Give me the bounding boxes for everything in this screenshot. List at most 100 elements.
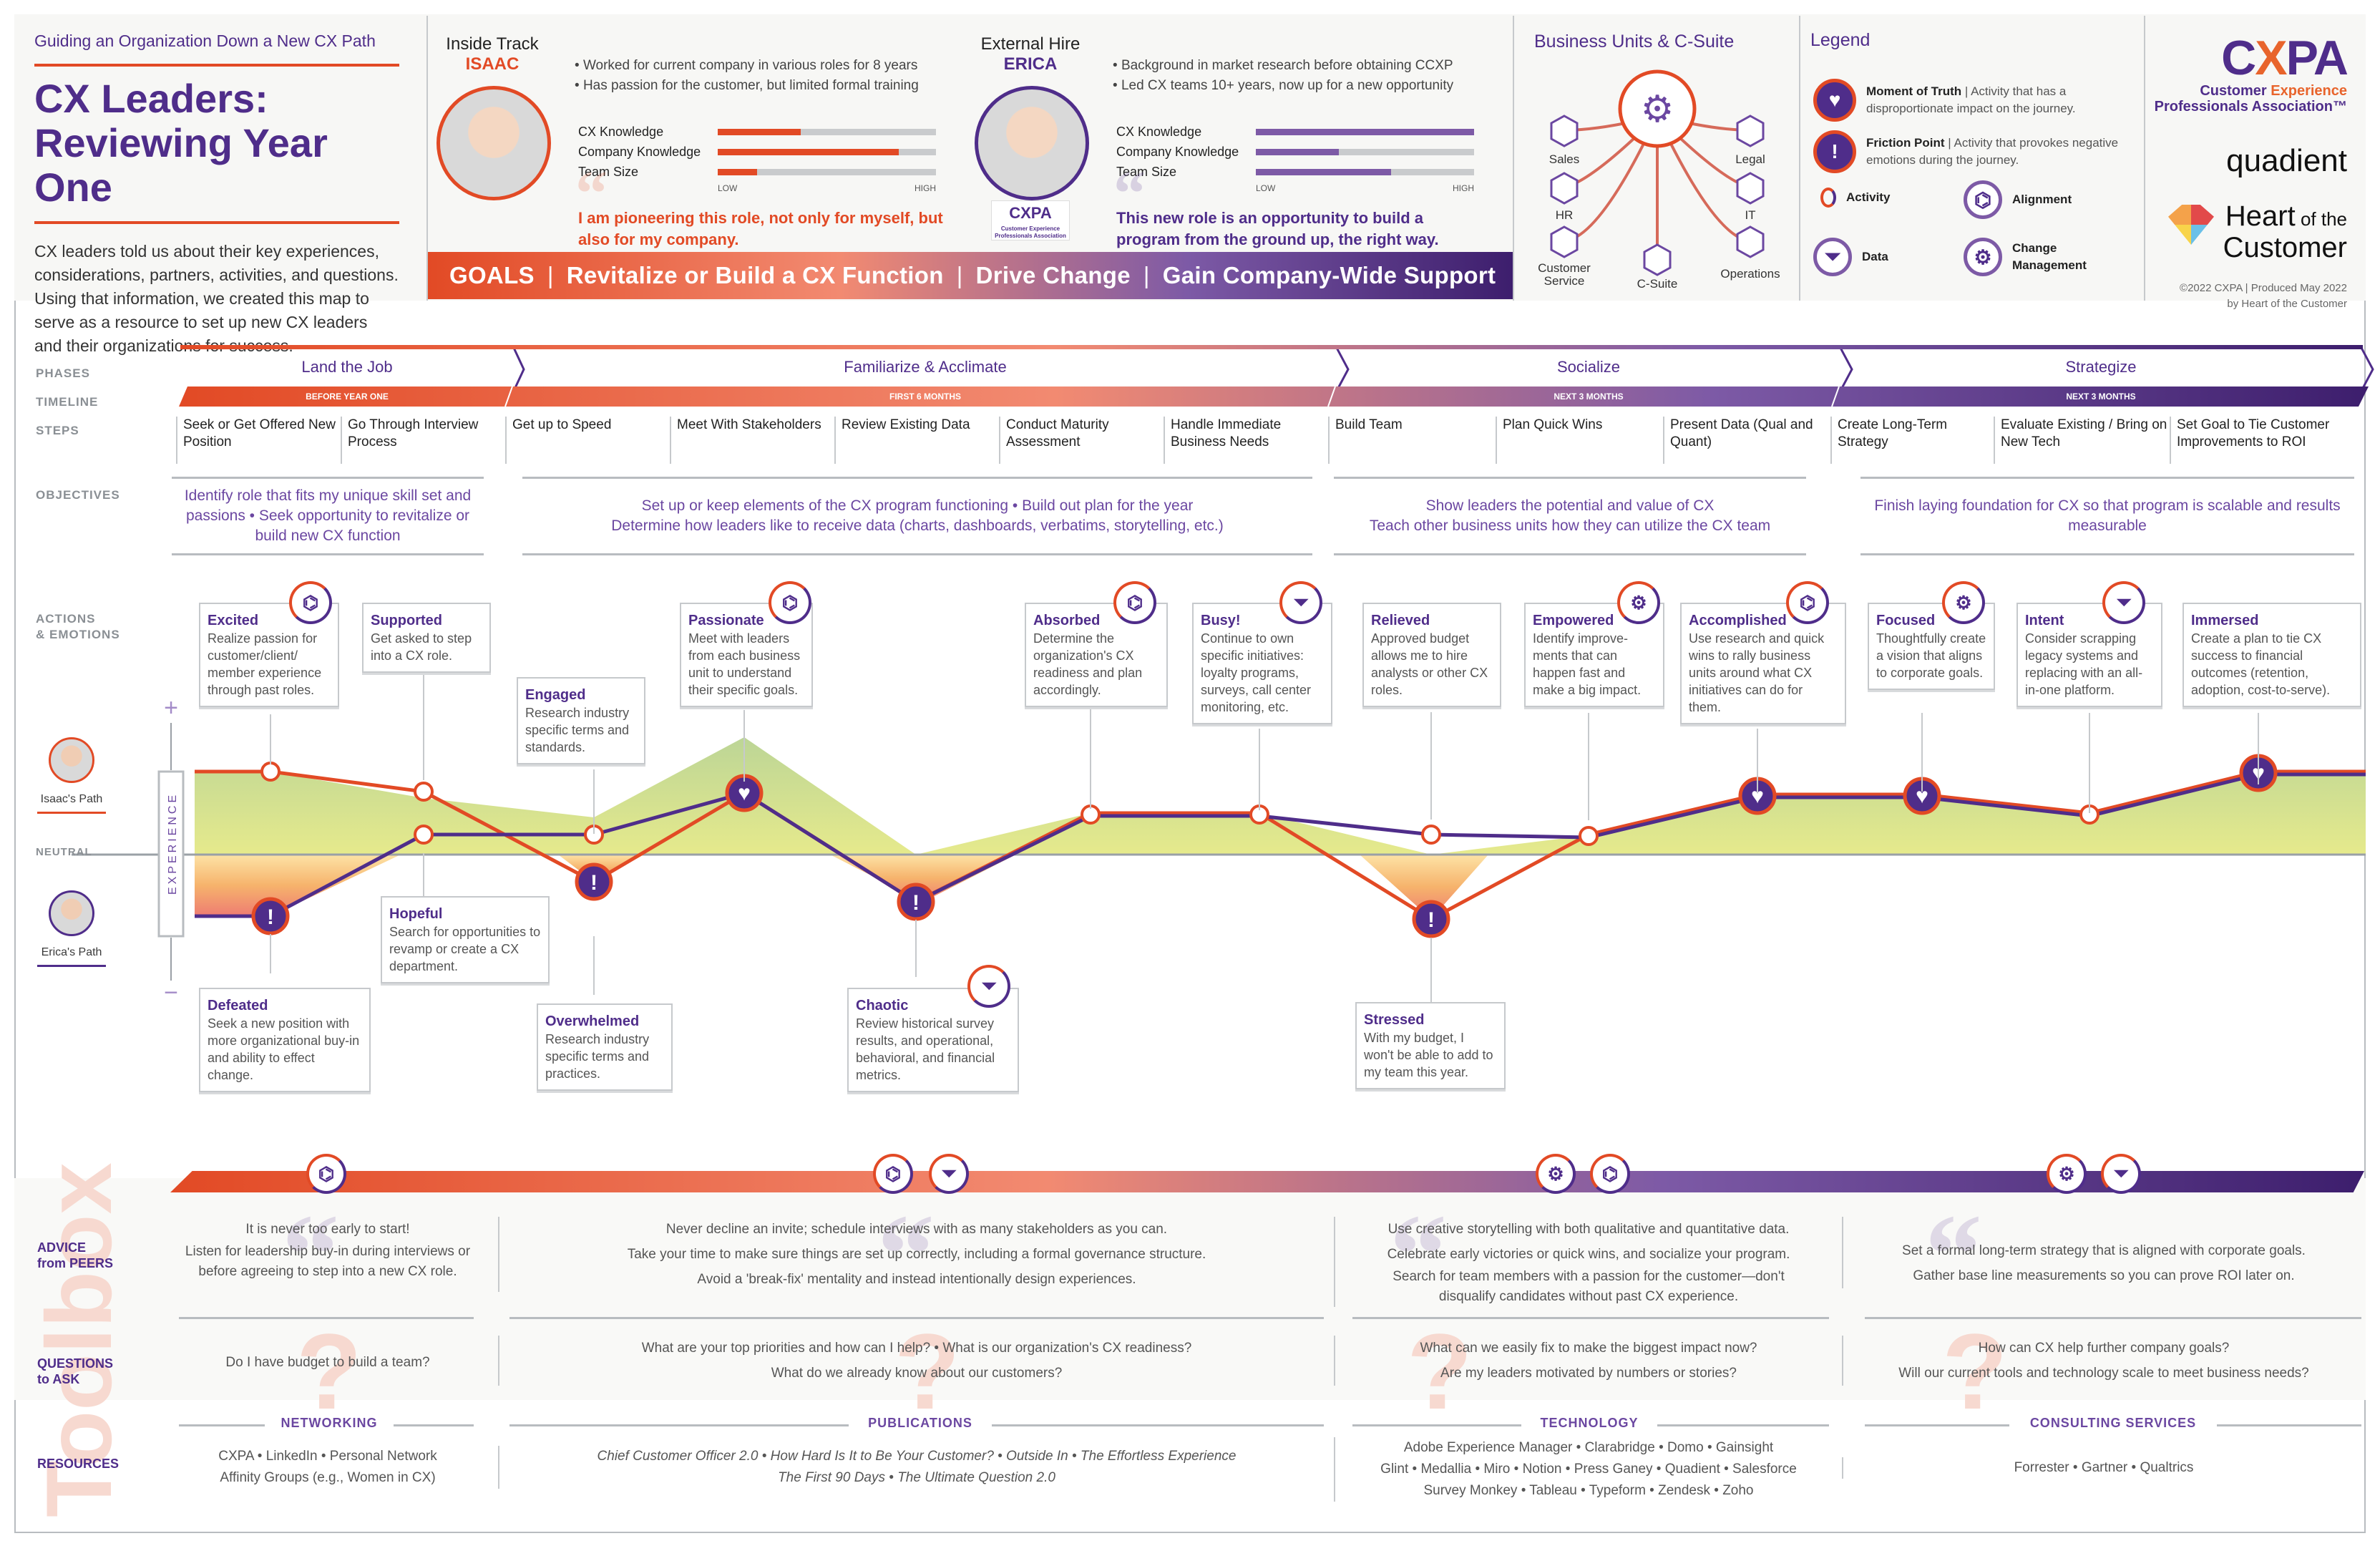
- persona-bullets: • Background in market research before o…: [1113, 58, 1454, 93]
- avatar-erica: [975, 86, 1089, 200]
- gear-icon: ⚙: [1964, 238, 2002, 276]
- questions-socialize: What can we easily fix to make the bigge…: [1334, 1336, 1842, 1386]
- svg-text:!: !: [267, 905, 274, 929]
- funnel-icon: ⏷: [1813, 238, 1852, 276]
- legend-friction-point: ! Friction Point | Activity that provoke…: [1813, 130, 2144, 173]
- persona-isaac: Inside Track ISAAC • Worked for current …: [428, 30, 957, 248]
- funnel-icon: ⏷: [929, 1154, 969, 1194]
- objective: Set up or keep elements of the CX progra…: [522, 477, 1312, 555]
- skill-bars: CX Knowledge Company Knowledge Team Size…: [578, 124, 936, 193]
- timeline-label: NEXT 3 MONTHS: [1554, 392, 1624, 402]
- persona-erica: External Hire ERICA CXPA Customer Experie…: [966, 30, 1496, 248]
- legend-activity: Activity: [1820, 188, 1890, 208]
- funnel-icon: ⏷: [1279, 581, 1322, 624]
- persona-role: Inside Track: [446, 34, 539, 54]
- advice-label: ADVICE from PEERS: [37, 1240, 114, 1270]
- emotion-card-busy: Busy! Continue to own specific initiative…: [1192, 603, 1332, 724]
- neutral-label: NEUTRAL: [36, 846, 92, 858]
- erica-path-label: Erica's Path: [37, 946, 106, 967]
- quadient-logo: quadient: [2226, 143, 2347, 178]
- business-units-title: Business Units & C-Suite: [1534, 31, 1735, 52]
- alignment-icon: ⌬: [769, 581, 811, 624]
- advice-strategize: Set a formal long-term strategy that is …: [1842, 1217, 2364, 1288]
- row-label-objectives: OBJECTIVES: [36, 488, 120, 502]
- legend-moment-of-truth: ♥ Moment of Truth | Activity that has a …: [1813, 79, 2144, 122]
- objective: Identify role that fits my unique skill …: [172, 477, 484, 555]
- step: Create Long-Term Strategy: [1830, 417, 1994, 464]
- objective: Finish laying foundation for CX so that …: [1860, 477, 2354, 555]
- gear-icon: ⚙: [1536, 1154, 1576, 1194]
- avatar-erica-small: [49, 890, 94, 936]
- resources-publications: Chief Customer Officer 2.0 • How Hard Is…: [498, 1446, 1334, 1489]
- heart-of-the-customer-logo: Heart of the Customer: [2147, 202, 2347, 262]
- svg-text:−: −: [164, 979, 178, 1006]
- brands-panel: CXPA Customer Experience Professionals As…: [2147, 16, 2364, 310]
- question-icon: ?: [894, 1311, 960, 1431]
- svg-text:Sales: Sales: [1549, 152, 1580, 166]
- avatar-isaac-small: [49, 737, 94, 783]
- copyright: ©2022 CXPA | Produced May 2022 by Heart o…: [2180, 282, 2347, 310]
- resources-networking: CXPA • LinkedIn • Personal Network Affini…: [218, 1449, 437, 1485]
- row-label-phases: PHASES: [36, 366, 90, 380]
- emotion-card-stressed: Stressed With my budget, I won't be able …: [1355, 1002, 1506, 1089]
- timeline-label: FIRST 6 MONTHS: [889, 392, 961, 402]
- exclamation-icon: !: [1813, 130, 1856, 173]
- emotion-card-supported: Supported Get asked to step into a CX rol…: [362, 603, 491, 673]
- svg-text:+: +: [164, 694, 178, 721]
- toolbox-gradient-bar: [170, 1171, 2364, 1192]
- emotion-card-excited: Excited Realize passion for customer/clie…: [199, 603, 339, 707]
- kicker: Guiding an Organization Down a New CX Pa…: [34, 31, 399, 67]
- objective: Show leaders the potential and value of …: [1334, 477, 1806, 555]
- svg-text:HR: HR: [1556, 208, 1574, 222]
- advice-socialize: Use creative storytelling with both qual…: [1334, 1217, 1842, 1307]
- quote-icon: “: [575, 158, 608, 229]
- step: Handle Immediate Business Needs: [1164, 417, 1328, 464]
- step: Seek or Get Offered New Position: [176, 417, 341, 464]
- svg-text:Legal: Legal: [1735, 152, 1765, 166]
- persona-role: External Hire: [980, 34, 1081, 54]
- step: Plan Quick Wins: [1496, 417, 1663, 464]
- emotion-card-overwhelmed: Overwhelmed Research industry specific te…: [537, 1003, 673, 1091]
- advice-familiarize: Never decline an invite; schedule interv…: [498, 1217, 1334, 1292]
- svg-text:!: !: [590, 871, 598, 895]
- heart-gem-icon: [2168, 205, 2214, 245]
- emotion-card-engaged: Engaged Research industry specific terms …: [517, 677, 645, 764]
- quote-icon: “: [1925, 1190, 1982, 1318]
- legend-change-management: ⚙ Change Management: [1964, 238, 2087, 276]
- emotion-card-defeated: Defeated Seek a new position with more or…: [199, 988, 371, 1092]
- alignment-icon: ⌬: [306, 1154, 346, 1194]
- legend-title: Legend: [1810, 30, 1871, 50]
- emotion-card-immersed: Immersed Create a plan to tie CX success …: [2183, 603, 2361, 707]
- heart-icon: ♥: [1813, 79, 1856, 122]
- step: Get up to Speed: [505, 417, 670, 464]
- step: Go Through Interview Process: [341, 417, 505, 464]
- avatar-isaac: [437, 86, 551, 200]
- legend-alignment: ⌬ Alignment: [1964, 180, 2072, 219]
- step: Build Team: [1328, 417, 1496, 464]
- funnel-icon: ⏷: [967, 965, 1010, 1008]
- step: Set Goal to Tie Customer Improvements to…: [2170, 417, 2363, 464]
- legend-data: ⏷ Data: [1813, 238, 1888, 276]
- experience-chart: !!!! ♥♥♥♥ + − EXPERIENCE: [72, 694, 2366, 1006]
- funnel-icon: ⏷: [2102, 581, 2145, 624]
- alignment-icon: ⌬: [1964, 180, 2002, 219]
- funnel-icon: ⏷: [2101, 1154, 2141, 1194]
- row-label-timeline: TIMELINE: [36, 395, 99, 409]
- svg-text:♥: ♥: [1751, 784, 1764, 808]
- questions-land-the-job: Do I have budget to build a team?: [225, 1355, 430, 1370]
- resources-technology: Adobe Experience Manager • Clarabridge •…: [1334, 1437, 1842, 1502]
- row-label-steps: STEPS: [36, 424, 79, 437]
- legend-panel: Legend ♥ Moment of Truth | Activity that…: [1802, 16, 2145, 301]
- persona-quote: “This new role is an opportunity to buil…: [1113, 158, 1439, 249]
- resources-consulting: Forrester • Gartner • Qualtrics: [1842, 1457, 2364, 1479]
- business-units-panel: Business Units & C-Suite ⚙ Sales Legal H…: [1514, 16, 1800, 301]
- questions-familiarize: What are your top priorities and how can…: [498, 1336, 1334, 1386]
- persona-bullets: • Worked for current company in various …: [575, 58, 919, 93]
- emotion-card-intent: Intent Consider scrapping legacy systems …: [2016, 603, 2162, 707]
- phase-strategize: Strategize: [2065, 358, 2137, 376]
- svg-text:Operations: Operations: [1720, 267, 1780, 281]
- persona-quote: “I am pioneering this role, not only for…: [575, 158, 943, 249]
- questions-label: QUESTIONS to ASK: [37, 1356, 114, 1386]
- persona-name: ERICA: [1003, 54, 1058, 74]
